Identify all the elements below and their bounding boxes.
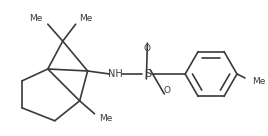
Text: Me: Me [29, 14, 43, 23]
Text: Me: Me [79, 14, 92, 23]
Text: Me: Me [252, 77, 265, 86]
Text: S: S [144, 69, 151, 79]
Text: O: O [144, 44, 151, 53]
Text: NH: NH [108, 69, 123, 79]
Text: Me: Me [100, 114, 113, 123]
Text: O: O [164, 86, 171, 95]
